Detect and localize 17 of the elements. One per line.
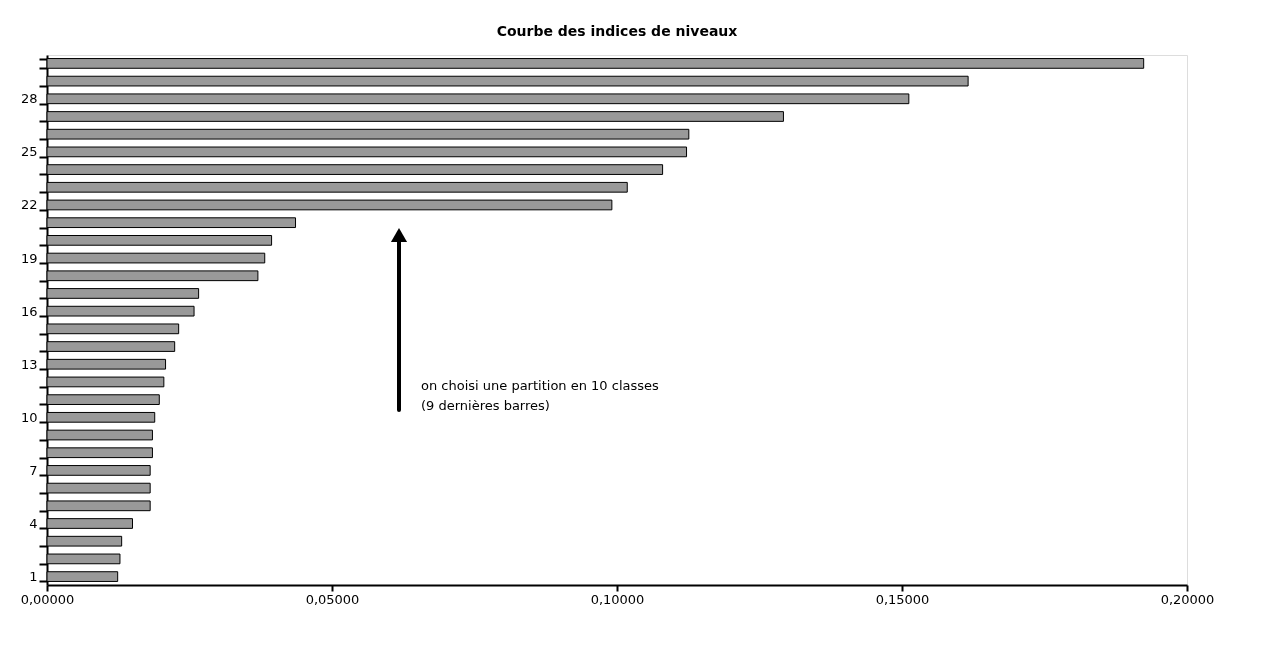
x-tick-label: 0,20000: [1160, 591, 1215, 607]
y-tick-label: 28: [20, 91, 38, 107]
y-tick-label: 19: [20, 250, 38, 266]
y-tick-label: 25: [20, 144, 38, 160]
x-tick-label: 0,15000: [875, 591, 930, 607]
y-tick-label: 16: [20, 303, 38, 319]
x-tick-label: 0,10000: [590, 591, 645, 607]
y-tick-label: 13: [20, 356, 38, 372]
y-tick-label: 1: [29, 569, 38, 585]
chart-title: Courbe des indices de niveaux: [496, 23, 738, 39]
x-tick-label: 0,05000: [305, 591, 360, 607]
y-tick-label: 7: [29, 462, 38, 478]
annotation: on choisi une partition en 10 classes (9 dernières barres): [421, 378, 660, 413]
y-tick-label: 22: [20, 197, 38, 213]
y-tick-label: 10: [20, 409, 38, 425]
x-tick-label: 0,00000: [20, 591, 75, 607]
y-tick-label: 4: [29, 516, 38, 532]
